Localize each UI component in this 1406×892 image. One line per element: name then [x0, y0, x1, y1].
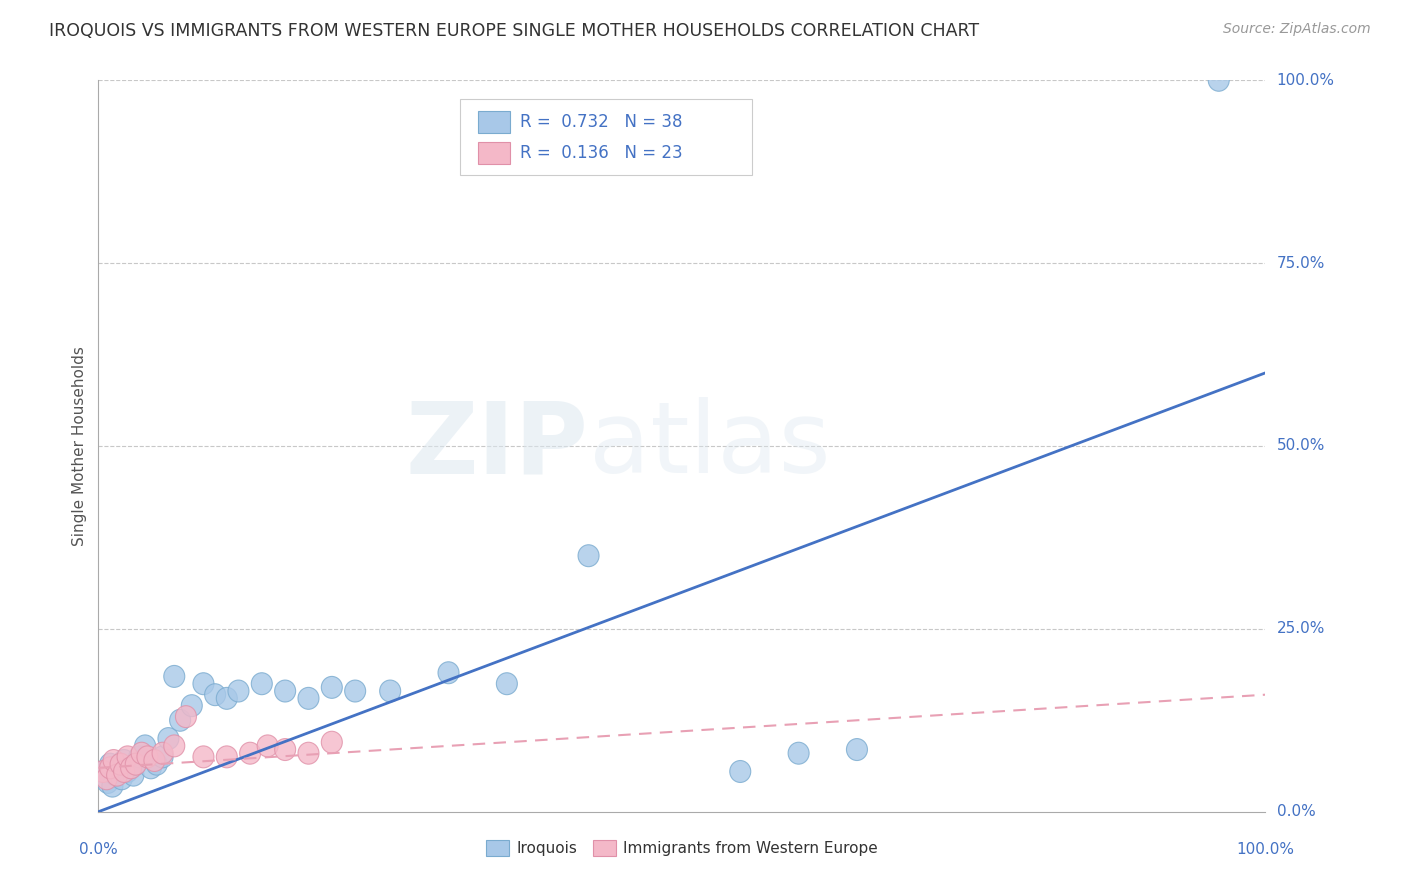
Text: ZIP: ZIP — [406, 398, 589, 494]
Ellipse shape — [846, 739, 868, 761]
Legend: Iroquois, Immigrants from Western Europe: Iroquois, Immigrants from Western Europe — [479, 834, 884, 863]
Ellipse shape — [121, 756, 142, 779]
Ellipse shape — [298, 742, 319, 764]
Ellipse shape — [152, 742, 173, 764]
Ellipse shape — [193, 746, 214, 768]
Text: 75.0%: 75.0% — [1277, 256, 1324, 270]
Ellipse shape — [100, 753, 121, 775]
Ellipse shape — [439, 662, 458, 684]
Ellipse shape — [114, 761, 135, 782]
Ellipse shape — [157, 728, 179, 749]
Ellipse shape — [117, 761, 138, 782]
Ellipse shape — [97, 772, 118, 794]
Ellipse shape — [181, 695, 202, 716]
Ellipse shape — [107, 764, 128, 786]
Ellipse shape — [205, 683, 225, 706]
Ellipse shape — [1208, 70, 1229, 91]
Ellipse shape — [117, 746, 138, 768]
Ellipse shape — [193, 673, 214, 695]
Text: 0.0%: 0.0% — [1277, 805, 1315, 819]
Ellipse shape — [103, 749, 124, 772]
Ellipse shape — [257, 735, 278, 756]
Ellipse shape — [93, 761, 114, 782]
Ellipse shape — [322, 731, 342, 753]
Ellipse shape — [100, 756, 121, 779]
Text: 50.0%: 50.0% — [1277, 439, 1324, 453]
Ellipse shape — [239, 742, 260, 764]
Ellipse shape — [96, 768, 117, 789]
Ellipse shape — [163, 735, 184, 756]
Ellipse shape — [252, 673, 273, 695]
Ellipse shape — [789, 742, 808, 764]
Ellipse shape — [129, 746, 150, 768]
Ellipse shape — [152, 746, 173, 768]
Ellipse shape — [344, 680, 366, 702]
Ellipse shape — [136, 746, 157, 768]
Text: IROQUOIS VS IMMIGRANTS FROM WESTERN EUROPE SINGLE MOTHER HOUSEHOLDS CORRELATION : IROQUOIS VS IMMIGRANTS FROM WESTERN EURO… — [49, 22, 980, 40]
Ellipse shape — [125, 753, 146, 775]
Ellipse shape — [274, 739, 295, 761]
Ellipse shape — [121, 756, 142, 779]
Ellipse shape — [228, 680, 249, 702]
Ellipse shape — [298, 688, 319, 709]
Ellipse shape — [125, 753, 146, 775]
Text: atlas: atlas — [589, 398, 830, 494]
Text: R =  0.732   N = 38: R = 0.732 N = 38 — [520, 113, 682, 131]
Ellipse shape — [578, 545, 599, 566]
Ellipse shape — [108, 756, 129, 779]
Text: R =  0.136   N = 23: R = 0.136 N = 23 — [520, 145, 682, 162]
Ellipse shape — [122, 764, 143, 786]
Ellipse shape — [322, 676, 342, 698]
Ellipse shape — [94, 761, 115, 782]
Text: 25.0%: 25.0% — [1277, 622, 1324, 636]
FancyBboxPatch shape — [460, 99, 752, 176]
Ellipse shape — [730, 761, 751, 782]
Ellipse shape — [131, 742, 152, 764]
Ellipse shape — [170, 709, 191, 731]
Ellipse shape — [111, 768, 132, 789]
Ellipse shape — [143, 749, 165, 772]
Ellipse shape — [496, 673, 517, 695]
Y-axis label: Single Mother Households: Single Mother Households — [72, 346, 87, 546]
Ellipse shape — [274, 680, 295, 702]
FancyBboxPatch shape — [478, 111, 510, 133]
Ellipse shape — [101, 775, 122, 797]
Ellipse shape — [110, 753, 131, 775]
Ellipse shape — [141, 756, 162, 779]
Ellipse shape — [217, 746, 238, 768]
Text: 0.0%: 0.0% — [79, 842, 118, 857]
Ellipse shape — [163, 665, 184, 688]
Ellipse shape — [217, 688, 238, 709]
Text: 100.0%: 100.0% — [1277, 73, 1334, 87]
Ellipse shape — [114, 749, 135, 772]
FancyBboxPatch shape — [478, 143, 510, 164]
Ellipse shape — [135, 735, 156, 756]
Ellipse shape — [105, 764, 127, 786]
Ellipse shape — [176, 706, 197, 728]
Ellipse shape — [380, 680, 401, 702]
Text: Source: ZipAtlas.com: Source: ZipAtlas.com — [1223, 22, 1371, 37]
Ellipse shape — [146, 753, 167, 775]
Text: 100.0%: 100.0% — [1236, 842, 1295, 857]
